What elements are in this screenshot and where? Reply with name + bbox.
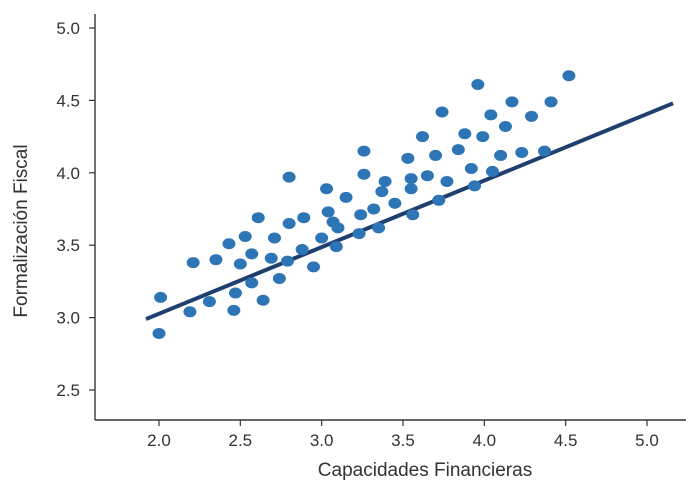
data-point [281, 255, 295, 267]
data-point [429, 149, 443, 161]
data-point [404, 173, 418, 185]
data-point [458, 128, 472, 140]
data-point [186, 257, 200, 269]
data-point [538, 145, 552, 157]
data-point [320, 183, 334, 195]
data-point [404, 183, 418, 195]
data-point [245, 277, 259, 289]
data-point [515, 147, 529, 159]
data-point [228, 287, 242, 299]
data-point [484, 109, 498, 121]
data-point [544, 96, 558, 108]
data-point [238, 231, 252, 243]
data-point [227, 304, 241, 316]
data-point [401, 152, 415, 164]
data-point [485, 165, 499, 177]
data-point [202, 296, 216, 308]
data-point [357, 145, 371, 157]
data-point [468, 180, 482, 192]
data-point [367, 203, 381, 215]
data-point [476, 131, 490, 143]
data-point [420, 170, 434, 182]
x-tick-label: 2.0 [147, 431, 171, 450]
data-point [498, 120, 512, 132]
y-tick-label: 4.0 [56, 164, 80, 183]
y-tick-label: 3.0 [56, 309, 80, 328]
data-point [494, 149, 508, 161]
x-tick-label: 5.0 [635, 431, 659, 450]
data-point [264, 252, 278, 264]
data-point [505, 96, 519, 108]
data-point [435, 106, 449, 118]
data-point [315, 232, 329, 244]
data-point [432, 194, 446, 206]
x-axis-title: Capacidades Financieras [318, 460, 532, 481]
x-tick-label: 2.5 [229, 431, 253, 450]
y-tick-label: 3.5 [56, 236, 80, 255]
data-point [251, 212, 265, 224]
y-tick-label: 4.5 [56, 91, 80, 110]
data-point [372, 222, 386, 234]
x-tick-label: 4.5 [554, 431, 578, 450]
x-tick-label: 3.0 [310, 431, 334, 450]
data-point [562, 70, 576, 82]
data-point [209, 254, 223, 266]
data-point [245, 248, 259, 260]
data-point [272, 273, 286, 285]
data-point [307, 261, 321, 273]
data-point [339, 191, 353, 203]
data-point [295, 244, 309, 256]
data-point [183, 306, 197, 318]
data-point [357, 168, 371, 180]
data-point [282, 171, 296, 183]
data-point [297, 212, 311, 224]
data-point [267, 232, 281, 244]
data-point [152, 328, 166, 340]
data-point [464, 162, 478, 174]
data-point [451, 144, 465, 156]
data-point [154, 291, 168, 303]
data-point [331, 222, 345, 234]
data-point [282, 217, 296, 229]
data-point [406, 209, 420, 221]
data-point [416, 131, 430, 143]
data-point [375, 186, 389, 198]
y-tick-label: 5.0 [56, 19, 80, 38]
data-point [525, 110, 539, 122]
data-point [388, 197, 402, 209]
data-point [471, 78, 485, 90]
data-point [329, 241, 343, 253]
data-point [440, 175, 454, 187]
data-point [321, 206, 335, 218]
x-tick-label: 4.0 [473, 431, 497, 450]
data-point [354, 209, 368, 221]
data-point [256, 294, 270, 306]
data-point [378, 175, 392, 187]
y-axis-title: Formalización Fiscal [11, 144, 32, 317]
data-point [233, 258, 247, 270]
y-tick-label: 2.5 [56, 381, 80, 400]
data-point [352, 228, 366, 240]
data-point [222, 238, 236, 250]
x-tick-label: 3.5 [391, 431, 415, 450]
